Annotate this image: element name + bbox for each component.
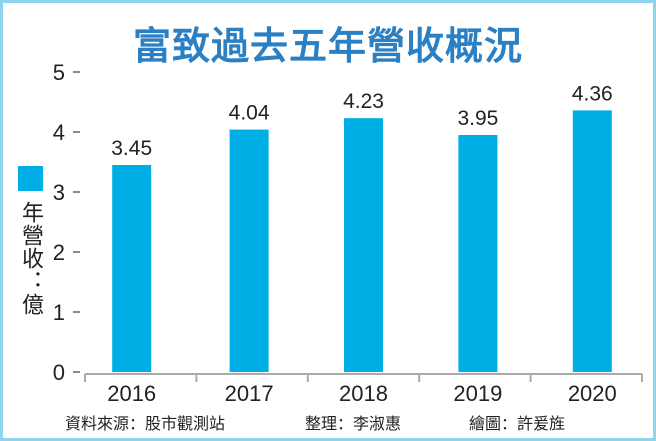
chart-title: 富致過去五年營收概況 [132, 24, 523, 68]
y-axis-label: 年營收：億 [18, 201, 43, 316]
data-label-2016: 3.45 [111, 137, 152, 160]
bar-2019 [458, 135, 498, 372]
x-tick-label-2019: 2019 [453, 381, 502, 406]
credit-source: 資料來源：股市觀測站 [65, 414, 226, 433]
legend-swatch [18, 166, 43, 191]
data-label-2019: 3.95 [457, 107, 498, 130]
bar-2018 [344, 118, 383, 372]
x-tick-label-2018: 2018 [339, 381, 388, 406]
data-label-2020: 4.36 [572, 82, 613, 105]
x-tick-label-2016: 2016 [107, 381, 156, 406]
x-tick-label-2017: 2017 [225, 381, 274, 406]
credit-graphic: 繪圖：許爰旌 [469, 414, 566, 433]
y-tick-label: 1 [53, 300, 65, 325]
y-tick-label: 2 [53, 240, 65, 265]
bar-chart: 0 1 2 3 4 5 3.45 2016 4.04 2017 4.23 2018 3.95 2019 4.… [53, 60, 643, 406]
bar-2016 [112, 165, 152, 372]
data-label-2017: 4.04 [229, 102, 270, 125]
x-tick-label-2020: 2020 [568, 381, 617, 406]
bar-2020 [572, 110, 612, 373]
data-label-2018: 4.23 [343, 90, 384, 113]
y-tick-label: 4 [53, 120, 65, 145]
y-tick-label: 5 [53, 60, 65, 85]
bar-2017 [229, 129, 269, 372]
y-tick-label: 0 [53, 360, 65, 385]
y-tick-label: 3 [53, 180, 65, 205]
credit-editor: 整理：李淑惠 [305, 414, 402, 433]
